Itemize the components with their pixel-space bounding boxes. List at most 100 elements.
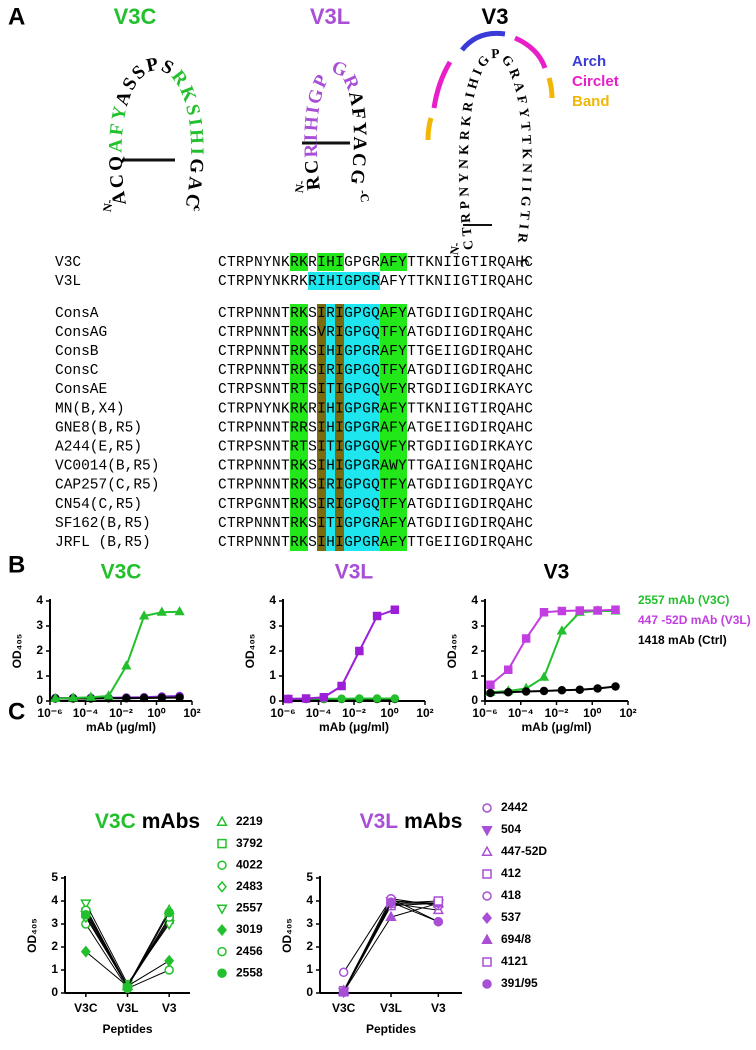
legend-label: 4121: [501, 954, 528, 968]
marker: [355, 646, 364, 656]
marker: [482, 912, 492, 924]
logo-segment: RKSIHI: [167, 67, 207, 155]
y-tick-label: 2: [51, 939, 58, 953]
panel-label: B: [8, 551, 25, 578]
marker: [216, 815, 228, 826]
y-tick-label: 2: [306, 939, 313, 953]
panel-label: C: [8, 698, 25, 725]
marker: [557, 606, 567, 616]
y-tick-label: 0: [36, 693, 43, 707]
marker: [385, 910, 397, 922]
marker: [301, 694, 311, 703]
y-tick-label: 0: [51, 985, 58, 999]
sequence-name: ConsA: [55, 306, 99, 322]
logo-legend-label: Band: [572, 93, 610, 110]
logo-path-text: CTRPNYNKRKRIHIGPGRAFYTTKNIIGTIRQAHC: [0, 0, 535, 251]
marker: [372, 611, 382, 621]
sequence: CTRPNNNTRKSITIGPGRAFYATGDIIGDIRQAHC: [218, 516, 533, 532]
arch-arc: [460, 30, 506, 52]
x-tick-label: V3C: [332, 1001, 356, 1015]
y-tick-label: 1: [306, 962, 313, 976]
sequence: CTRPNNNTRKSIRIGPGQTFYATGDIIGDIRQAHC: [218, 363, 533, 379]
x-tick-label: 10²: [416, 706, 433, 720]
band-arc: [546, 77, 555, 99]
chart: V3C mAbs 0 1 2 3 4 5 V3C V3L V3 Peptides OD₄₀₅ 2219 37…: [25, 810, 263, 1037]
marker: [121, 660, 132, 670]
y-axis-label: OD₄₀₅: [10, 634, 24, 669]
legend-label: 3019: [236, 922, 263, 936]
sequence: CTRPNNNTRRSIHIGPGRAFYATGEIIGDIRQAHC: [218, 420, 533, 436]
marker: [486, 688, 495, 698]
sequence: CTRPNNNTRKSIHIGPGRAFYTTGEIIGDIRQAHC: [218, 344, 533, 360]
x-axis-label: mAb (μg/ml): [319, 720, 389, 734]
band-arc: [425, 117, 434, 141]
marker: [482, 803, 492, 813]
legend-label: 2557: [236, 901, 263, 915]
marker: [481, 845, 493, 856]
alignment-highlights: [290, 253, 407, 551]
marker: [482, 979, 492, 989]
y-tick-label: 1: [36, 668, 43, 682]
legend-label: 694/8: [501, 932, 531, 946]
marker: [174, 605, 185, 616]
chart: V3 0 1 2 3 4 10⁻⁶ 10⁻⁴ 10⁻² 10⁰ 10² mAb (μg/ml) OD₄₀…: [445, 561, 751, 735]
logo-segment: AFYACG: [344, 90, 370, 186]
logo-segment: ACQ: [106, 156, 131, 207]
x-tick-label: 10⁻²: [545, 706, 569, 720]
marker: [67, 692, 79, 702]
marker: [164, 954, 175, 967]
sequence-name: CAP257(C,R5): [55, 478, 159, 494]
marker: [103, 690, 114, 700]
logo-sequence: CTRPNYNKRKRIHIGPGRAFYTTKNIIGTIRQAHC: [0, 0, 535, 251]
y-tick-label: 3: [269, 618, 276, 632]
sequence-name: V3L: [55, 274, 81, 290]
c-terminus: -C: [516, 254, 532, 269]
panel-label: A: [8, 3, 25, 30]
y-tick-label: 5: [306, 870, 313, 884]
series-line: [490, 610, 616, 694]
sequence: CTRPSNNTRTSITIGPGQVFYRTGDIIGDIRKAYC: [218, 382, 533, 398]
y-tick-label: 0: [269, 693, 276, 707]
legend-label: 2442: [501, 800, 528, 814]
marker: [521, 634, 531, 643]
marker: [539, 608, 549, 617]
x-tick-label: V3: [431, 1001, 446, 1015]
x-tick-label: 10⁻⁴: [306, 706, 332, 720]
logo-segment: ASSPS: [112, 54, 177, 108]
series-line: [85, 907, 170, 988]
marker: [175, 693, 184, 702]
sequence-name: A244(E,R5): [55, 440, 142, 456]
chart-title-part: V3C: [95, 810, 136, 833]
sequence: CTRPNNNTRKSIHIGPGRAWYTTGAIIGNIRQAHC: [218, 459, 533, 475]
sequence-name: MN(B,X4): [55, 401, 125, 417]
logo-sequence: ACQ AFYASSPSRKSIHIGACA: [0, 0, 207, 209]
x-tick-label: 10²: [619, 706, 636, 720]
marker: [482, 957, 492, 967]
marker: [338, 987, 349, 997]
circlet-arc: [513, 35, 548, 69]
sequence-name: JRFL (B,R5): [55, 535, 151, 551]
legend-label: 2483: [236, 879, 263, 893]
legend-label: 2456: [236, 944, 263, 958]
marker: [217, 968, 227, 978]
chart: V3C 0 1 2 3 4 10⁻⁶ 10⁻⁴ 10⁻² 10⁰ 10² mAb (μg/ml) OD₄…: [10, 561, 201, 735]
x-axis-label: Peptides: [102, 1022, 152, 1036]
x-tick-label: 10⁻⁴: [73, 706, 99, 720]
marker: [81, 910, 91, 920]
marker: [504, 688, 513, 697]
x-tick-label: V3C: [74, 1001, 98, 1015]
marker: [217, 838, 227, 849]
y-axis-label: OD₄₀₅: [243, 634, 257, 669]
marker: [284, 694, 293, 704]
sequence: CTRPNNNTRKSIRIGPGQTFYATGDIIGDIRQAYC: [218, 478, 533, 494]
marker: [337, 681, 346, 691]
sequence-name: V3C: [55, 255, 81, 271]
logo-segment: CTRPNYNKRKRIHIGPGRAFYTTKNIIGTIRQAHC: [0, 0, 535, 251]
sequence: CTRPNNNTRKSIRIGPGQAFYATGDIIGDIRQAHC: [218, 306, 533, 322]
marker: [575, 685, 585, 694]
legend-label: 391/95: [501, 976, 538, 990]
marker: [50, 692, 61, 703]
marker: [337, 694, 346, 703]
logo-segment: AFY: [106, 104, 132, 152]
sequence: CTRPSNNTRTSITIGPGQVFYRTGDIIGDIRKAYC: [218, 440, 533, 456]
